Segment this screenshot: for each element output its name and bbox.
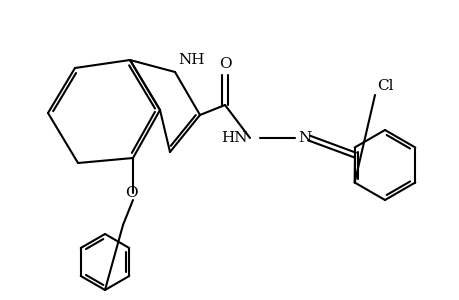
Text: O: O [124, 186, 137, 200]
Text: Cl: Cl [376, 79, 392, 93]
Text: N: N [297, 131, 311, 145]
Text: HN: HN [221, 131, 247, 145]
Text: O: O [218, 57, 231, 71]
Text: NH: NH [178, 53, 204, 67]
